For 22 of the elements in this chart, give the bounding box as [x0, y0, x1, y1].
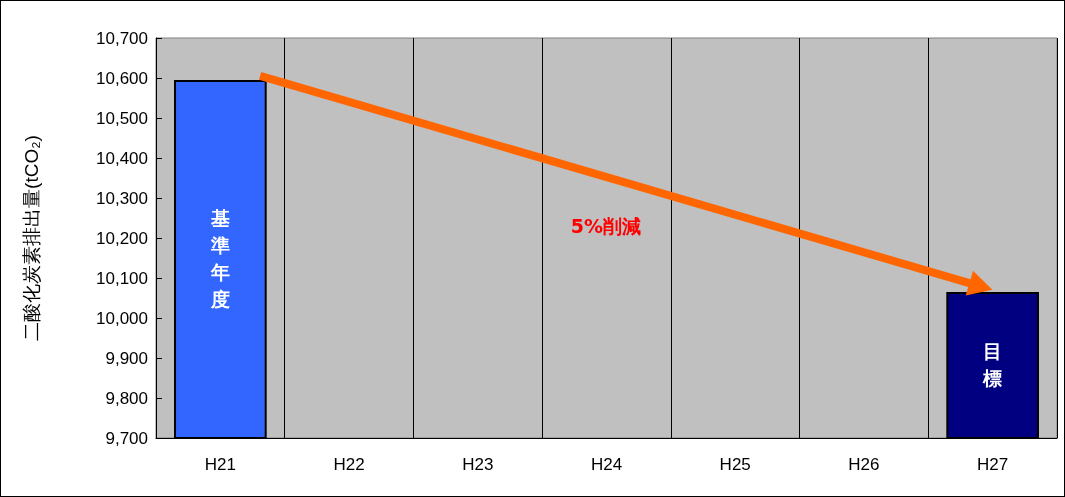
- y-tick-label: 10,400: [96, 148, 148, 168]
- annotation: 5%削減: [570, 214, 642, 239]
- annotation: 目標: [981, 339, 1004, 391]
- y-tick-label: 10,300: [96, 188, 148, 208]
- y-tick-label: 10,000: [96, 308, 148, 328]
- y-axis-title: 二酸化炭素排出量(tCO₂): [21, 135, 42, 341]
- x-tick-label: H21: [204, 455, 236, 474]
- annotation: 基準年度: [209, 206, 231, 312]
- x-tick-label: H24: [590, 455, 623, 474]
- x-tick-label: H27: [977, 455, 1009, 474]
- y-tick-label: 10,500: [96, 108, 148, 128]
- y-tick-label: 10,200: [96, 228, 148, 248]
- x-tick-label: H23: [462, 455, 494, 474]
- x-tick-label: H22: [333, 455, 365, 474]
- x-tick-label: H25: [719, 455, 751, 474]
- y-tick-label: 9,900: [105, 348, 148, 368]
- y-tick-label: 9,700: [105, 428, 148, 448]
- y-tick-label: 10,100: [96, 268, 148, 288]
- y-tick-label: 10,700: [96, 28, 148, 48]
- y-tick-label: 9,800: [105, 388, 148, 408]
- y-tick-label: 10,600: [96, 68, 148, 88]
- x-tick-label: H26: [848, 455, 880, 474]
